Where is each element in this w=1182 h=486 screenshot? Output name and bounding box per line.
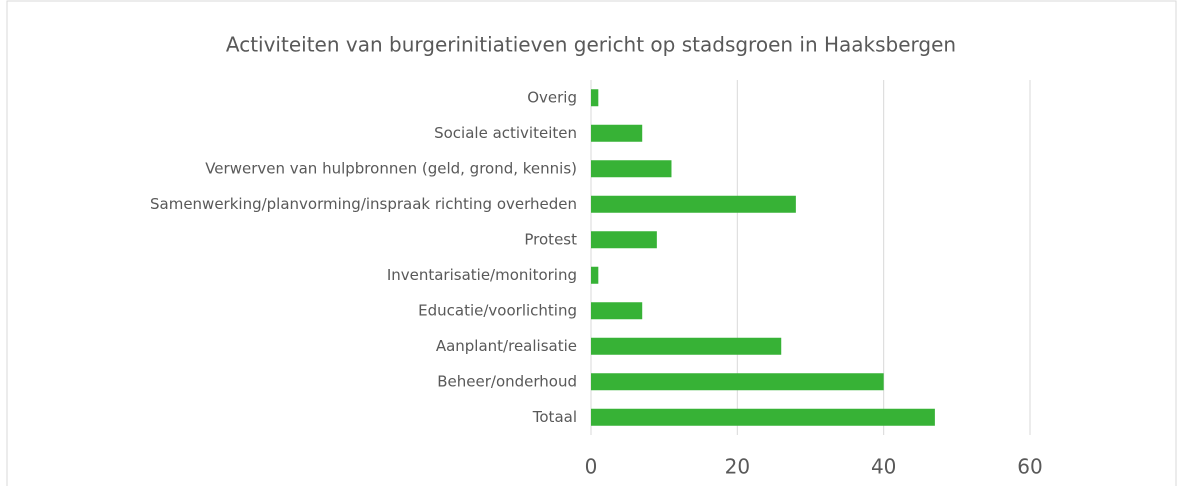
bar bbox=[591, 373, 884, 391]
chart-title: Activiteiten van burgerinitiatieven geri… bbox=[226, 33, 956, 57]
chart-frame bbox=[6, 0, 1177, 486]
y-tick-label: Overig bbox=[527, 88, 577, 106]
x-tick-label: 20 bbox=[725, 455, 750, 479]
bar bbox=[591, 408, 935, 426]
bar bbox=[591, 195, 796, 213]
y-tick-label: Verwerven van hulpbronnen (geld, grond, … bbox=[205, 159, 577, 177]
y-tick-label: Totaal bbox=[532, 408, 577, 426]
y-tick-label: Aanplant/realisatie bbox=[436, 337, 577, 355]
bar bbox=[591, 231, 657, 249]
x-tick-label: 0 bbox=[585, 455, 598, 479]
bar bbox=[591, 124, 643, 142]
y-tick-label: Protest bbox=[524, 230, 577, 248]
bar bbox=[591, 337, 782, 355]
bar bbox=[591, 302, 643, 320]
y-tick-label: Sociale activiteiten bbox=[434, 124, 577, 142]
bar bbox=[591, 160, 672, 178]
x-tick-label: 40 bbox=[871, 455, 896, 479]
bar bbox=[591, 89, 599, 107]
y-tick-label: Inventarisatie/monitoring bbox=[387, 266, 577, 284]
y-tick-label: Educatie/voorlichting bbox=[418, 301, 577, 319]
y-tick-label: Beheer/onderhoud bbox=[437, 372, 577, 390]
x-tick-label: 60 bbox=[1017, 455, 1042, 479]
bar bbox=[591, 266, 599, 284]
y-tick-label: Samenwerking/planvorming/inspraak richti… bbox=[150, 195, 577, 213]
